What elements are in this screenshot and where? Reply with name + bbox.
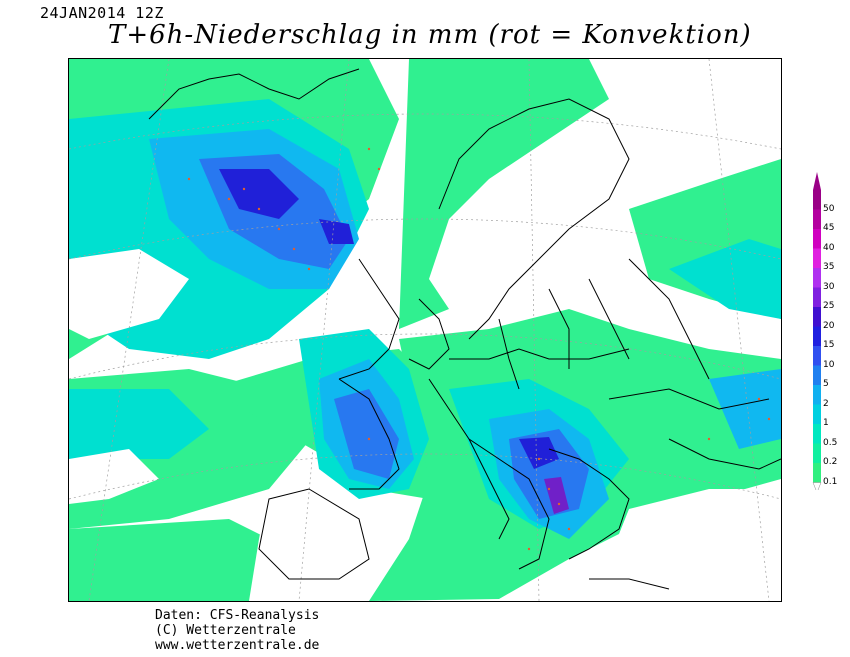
graticule [69,59,781,601]
colorbar-tick-label: 1 [823,418,829,428]
precipitation-map[interactable] [68,58,782,602]
colorbar-tick-label: 10 [823,359,835,370]
precip-layer-violet [544,477,569,514]
colorbar-tick-label: 45 [823,223,835,233]
precip-colorbar [812,172,822,490]
colorbar-tick-label: 30 [823,281,835,292]
datestamp: 24JAN2014 12Z [40,4,164,22]
colorbar-tick-label: 50 [823,203,835,214]
colorbar-tick-label: 0.2 [823,457,838,467]
colorbar-swatch [813,365,821,385]
colorbar-swatch [813,190,821,210]
convection-markers [187,147,771,551]
colorbar-swatch [813,209,821,229]
colorbar-tick-label: 40 [823,242,835,253]
colorbar-tick-label: 25 [823,301,835,311]
colorbar-tick-label: 0.5 [823,437,838,448]
colorbar-tick-label: 2 [823,398,829,409]
colorbar-swatch [813,229,821,249]
colorbar-swatch [813,424,821,444]
colorbar-tick-label: 0.1 [823,476,838,487]
colorbar-swatch [813,268,821,288]
colorbar-swatch [813,463,821,483]
colorbar-tick-label: 15 [823,340,835,350]
colorbar-tick-label: 35 [823,262,835,272]
credits-copyright: (C) Wetterzentrale [155,623,296,638]
dry-areas [69,69,781,601]
colorbar-cap-bottom [812,482,822,490]
colorbar-swatch [813,404,821,424]
credits-data-source: Daten: CFS-Reanalysis [155,608,320,623]
colorbar-swatch [813,443,821,463]
credits-website: www.wetterzentrale.de [155,638,320,653]
colorbar-tick-label: 5 [823,379,829,389]
map-title: T+6h-Niederschlag in mm (rot = Konvektio… [108,20,752,50]
colorbar-swatch [813,248,821,268]
coastlines [148,68,781,590]
colorbar-swatch [813,326,821,346]
colorbar-swatch [813,385,821,405]
map-canvas [69,59,781,601]
colorbar-cap-top [813,172,821,190]
colorbar-swatch [813,307,821,327]
colorbar-swatch [813,346,821,366]
colorbar-swatch [813,287,821,307]
credits: Daten: CFS-Reanalysis (C) Wetterzentrale… [155,608,319,653]
precip-layer-deep [219,169,559,469]
colorbar-tick-label: 20 [823,320,835,331]
